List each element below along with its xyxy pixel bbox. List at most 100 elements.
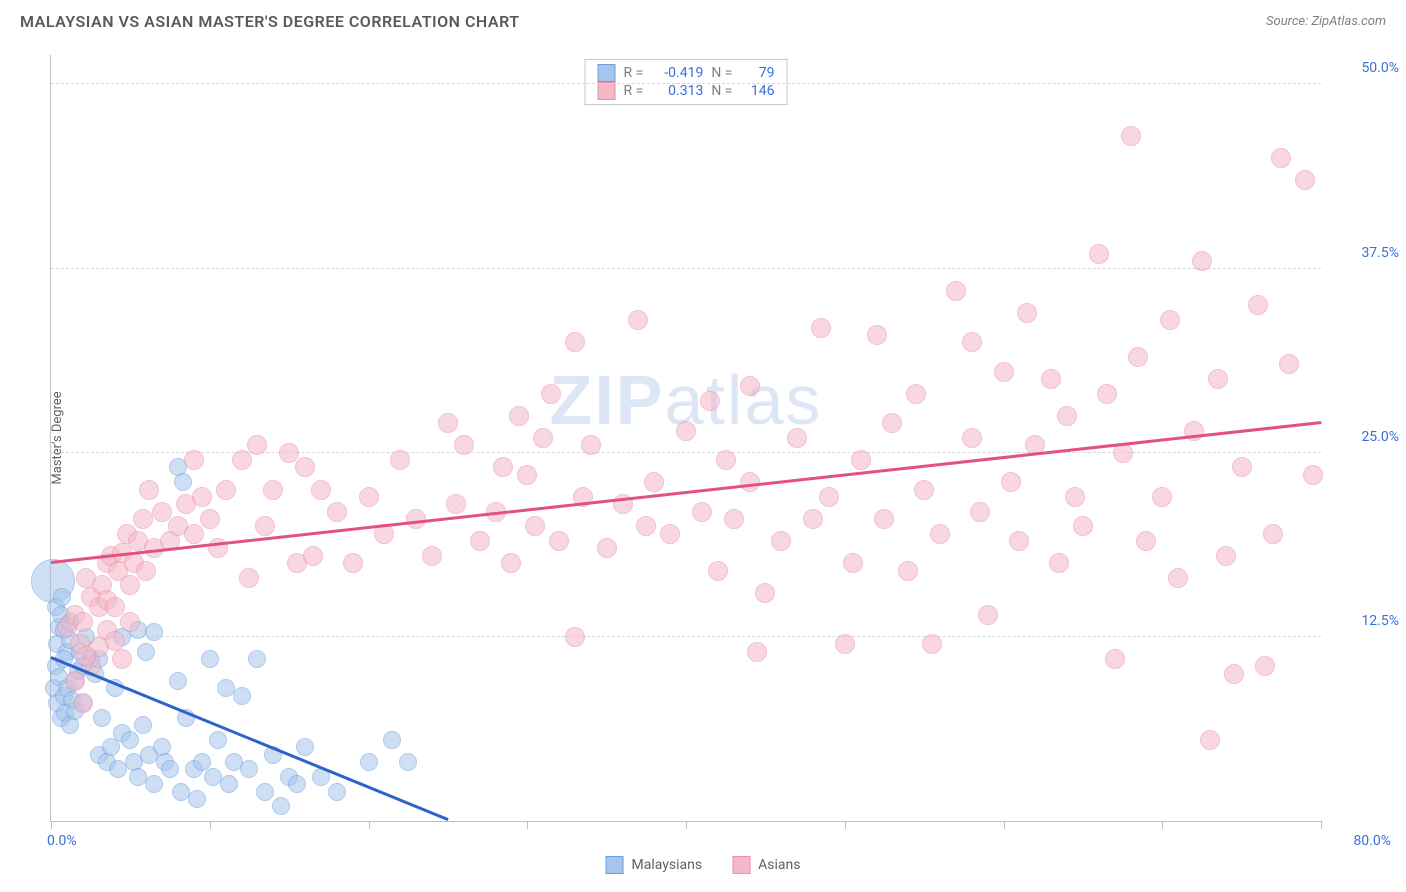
- data-point-asians: [1192, 251, 1212, 271]
- legend-item: Malaysians: [606, 856, 703, 874]
- data-point-asians: [1089, 244, 1109, 264]
- data-point-asians: [994, 362, 1014, 382]
- data-point-asians: [1105, 649, 1125, 669]
- data-point-malaysians: [248, 650, 266, 668]
- x-tick: [1162, 821, 1163, 829]
- data-point-asians: [922, 634, 942, 654]
- data-point-malaysians: [360, 753, 378, 771]
- data-point-asians: [73, 612, 93, 632]
- grid-line: [51, 636, 1321, 637]
- data-point-malaysians: [102, 738, 120, 756]
- legend-swatch: [598, 64, 616, 82]
- legend-item: Asians: [732, 856, 800, 874]
- data-point-asians: [152, 502, 172, 522]
- data-point-asians: [470, 531, 490, 551]
- x-tick: [527, 821, 528, 829]
- data-point-malaysians: [174, 473, 192, 491]
- data-point-asians: [139, 480, 159, 500]
- data-point-asians: [747, 642, 767, 662]
- data-point-asians: [533, 428, 553, 448]
- r-value: -0.419: [651, 65, 703, 81]
- data-point-asians: [327, 502, 347, 522]
- n-value: 79: [740, 65, 774, 81]
- data-point-asians: [279, 443, 299, 463]
- data-point-malaysians: [161, 760, 179, 778]
- x-axis-min-label: 0.0%: [47, 833, 77, 849]
- data-point-asians: [1049, 553, 1069, 573]
- n-label: N =: [711, 65, 732, 81]
- data-point-asians: [676, 421, 696, 441]
- data-point-asians: [1263, 524, 1283, 544]
- data-point-asians: [517, 465, 537, 485]
- x-tick: [686, 821, 687, 829]
- data-point-asians: [898, 561, 918, 581]
- y-tick-label: 50.0%: [1329, 60, 1399, 76]
- watermark-bold: ZIP: [550, 361, 665, 439]
- data-point-asians: [978, 605, 998, 625]
- data-point-asians: [1160, 310, 1180, 330]
- data-point-malaysians: [201, 650, 219, 668]
- data-point-asians: [565, 627, 585, 647]
- data-point-malaysians: [209, 731, 227, 749]
- x-tick: [1004, 821, 1005, 829]
- data-point-asians: [1232, 457, 1252, 477]
- data-point-malaysians: [169, 672, 187, 690]
- data-point-asians: [962, 428, 982, 448]
- data-point-asians: [1057, 406, 1077, 426]
- data-point-asians: [303, 546, 323, 566]
- r-value: 0.313: [651, 83, 703, 99]
- data-point-malaysians: [53, 588, 71, 606]
- chart-title: MALAYSIAN VS ASIAN MASTER'S DEGREE CORRE…: [20, 12, 520, 31]
- data-point-asians: [1041, 369, 1061, 389]
- data-point-asians: [1279, 354, 1299, 374]
- data-point-asians: [200, 509, 220, 529]
- data-point-asians: [946, 281, 966, 301]
- x-tick: [51, 821, 52, 829]
- data-point-asians: [501, 553, 521, 573]
- data-point-malaysians: [93, 709, 111, 727]
- series-legend: Malaysians Asians: [606, 856, 801, 874]
- data-point-asians: [133, 509, 153, 529]
- source-label: Source:: [1266, 14, 1311, 29]
- data-point-asians: [65, 671, 85, 691]
- data-point-asians: [1224, 664, 1244, 684]
- data-point-asians: [1168, 568, 1188, 588]
- legend-label: Malaysians: [632, 857, 703, 873]
- data-point-asians: [874, 509, 894, 529]
- data-point-asians: [1216, 546, 1236, 566]
- data-point-malaysians: [288, 775, 306, 793]
- data-point-asians: [136, 561, 156, 581]
- data-point-asians: [708, 561, 728, 581]
- data-point-malaysians: [240, 760, 258, 778]
- data-point-asians: [636, 516, 656, 536]
- data-point-asians: [438, 413, 458, 433]
- x-tick: [210, 821, 211, 829]
- data-point-asians: [1152, 487, 1172, 507]
- data-point-malaysians: [399, 753, 417, 771]
- data-point-asians: [263, 480, 283, 500]
- data-point-asians: [239, 568, 259, 588]
- data-point-asians: [771, 531, 791, 551]
- data-point-asians: [255, 516, 275, 536]
- data-point-asians: [1295, 170, 1315, 190]
- data-point-asians: [851, 450, 871, 470]
- data-point-asians: [509, 406, 529, 426]
- data-point-asians: [724, 509, 744, 529]
- data-point-asians: [660, 524, 680, 544]
- data-point-malaysians: [145, 623, 163, 641]
- y-axis-label: Master's Degree: [50, 391, 65, 484]
- data-point-asians: [493, 457, 513, 477]
- data-point-malaysians: [188, 790, 206, 808]
- data-point-asians: [390, 450, 410, 470]
- data-point-asians: [1097, 384, 1117, 404]
- data-point-asians: [565, 332, 585, 352]
- data-point-malaysians: [383, 731, 401, 749]
- data-point-asians: [1136, 531, 1156, 551]
- data-point-asians: [1248, 295, 1268, 315]
- y-tick-label: 25.0%: [1329, 429, 1399, 445]
- data-point-asians: [1208, 369, 1228, 389]
- data-point-asians: [811, 318, 831, 338]
- scatter-chart: Master's Degree ZIPatlas R =-0.419 N =79…: [50, 55, 1321, 822]
- y-tick-label: 37.5%: [1329, 245, 1399, 261]
- data-point-malaysians: [328, 783, 346, 801]
